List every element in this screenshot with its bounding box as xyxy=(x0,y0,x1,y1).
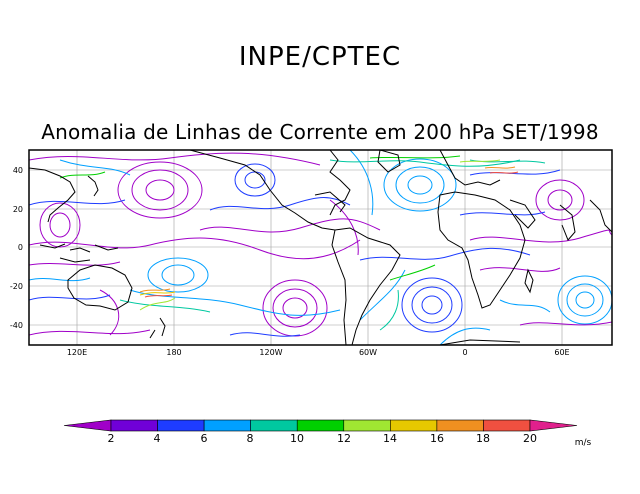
colorbar-arrow-low xyxy=(63,419,112,432)
colorbar-segment xyxy=(110,419,158,432)
colorbar-segment xyxy=(250,419,298,432)
colorbar-segment xyxy=(483,419,531,432)
coastlines xyxy=(29,150,612,345)
colorbar-label: 8 xyxy=(247,432,254,445)
coast-africa xyxy=(437,191,526,309)
colorbar-segment xyxy=(436,419,484,432)
colorbar-label: 16 xyxy=(430,432,444,445)
coast-india xyxy=(559,204,576,241)
colorbar-unit: m/s xyxy=(575,438,592,448)
coast-new-zealand xyxy=(149,317,166,339)
lon-label-120e: 120E xyxy=(67,348,87,357)
colorbar-label: 2 xyxy=(108,432,115,445)
lat-label-minus40: -40 xyxy=(10,321,23,330)
gyre-south-atlantic xyxy=(401,277,463,333)
colorbar-label: 12 xyxy=(337,432,351,445)
colorbar-label: 18 xyxy=(476,432,490,445)
colorbar-segment xyxy=(296,419,345,432)
colorbar-segments xyxy=(63,419,578,432)
coast-australia xyxy=(67,264,133,311)
streamlines-purple xyxy=(29,152,612,336)
lon-label-60e: 60E xyxy=(554,348,569,357)
colorbar-label: 14 xyxy=(383,432,397,445)
colorbar-label: 20 xyxy=(523,432,537,445)
coast-south-america-west xyxy=(331,229,347,345)
coast-greenland xyxy=(377,150,401,173)
lon-label-120w: 120W xyxy=(259,348,282,357)
lon-label-60w: 60W xyxy=(359,348,377,357)
streamlines-teal xyxy=(119,159,546,331)
streamlines xyxy=(29,150,612,345)
coast-north-america-east xyxy=(329,150,351,216)
gyre-tropical-south-pacific xyxy=(147,257,209,293)
latitude-axis: 40 20 0 -20 -40 xyxy=(10,166,23,330)
coast-arabia xyxy=(509,199,536,229)
colorbar-segment xyxy=(343,419,391,432)
colorbar-label: 10 xyxy=(290,432,304,445)
colorbar-segment xyxy=(390,419,438,432)
gyre-south-indian xyxy=(557,275,612,325)
coast-south-america-east xyxy=(334,227,401,345)
gyre-north-pacific xyxy=(117,161,203,219)
map-subtitle: Anomalia de Linhas de Corrente em 200 hP… xyxy=(41,120,599,144)
gyre-asia xyxy=(535,179,585,221)
lat-label-0: 0 xyxy=(18,243,23,252)
coast-gulf-mexico xyxy=(314,191,346,213)
map-frame xyxy=(28,149,613,346)
colorbar-segment xyxy=(157,419,205,432)
colorbar-arrow-high xyxy=(529,419,578,432)
lat-label-20: 20 xyxy=(13,205,23,214)
lon-label-0: 0 xyxy=(462,348,467,357)
colorbar-label: 4 xyxy=(154,432,161,445)
streamlines-lime xyxy=(139,159,501,311)
lat-label-minus20: -20 xyxy=(10,282,23,291)
streamlines-yellow xyxy=(139,291,176,296)
coast-east-asia xyxy=(29,167,76,223)
streamlines-blue xyxy=(29,169,561,337)
colorbar-segment xyxy=(203,419,251,432)
longitude-axis: 120E 180 120W 60W 0 60E xyxy=(67,348,570,357)
coast-indonesia xyxy=(39,243,119,263)
colorbar-label: 6 xyxy=(201,432,208,445)
gyre-west-pacific xyxy=(39,202,81,248)
colorbar-labels: 2 4 6 8 10 12 14 16 18 20 xyxy=(108,432,538,445)
gyre-north-atlantic xyxy=(383,158,457,212)
streamlines-orange xyxy=(139,166,516,293)
coast-europe xyxy=(439,150,501,186)
streamlines-red xyxy=(144,171,519,298)
coast-southeast-asia xyxy=(589,199,612,233)
coast-japan xyxy=(87,175,99,197)
coast-north-america-west xyxy=(189,150,336,231)
coast-madagascar xyxy=(524,268,534,294)
lat-label-40: 40 xyxy=(13,166,23,175)
lon-label-180: 180 xyxy=(166,348,181,357)
coast-antarctica xyxy=(439,339,521,345)
page-title: INPE/CPTEC xyxy=(238,42,402,72)
